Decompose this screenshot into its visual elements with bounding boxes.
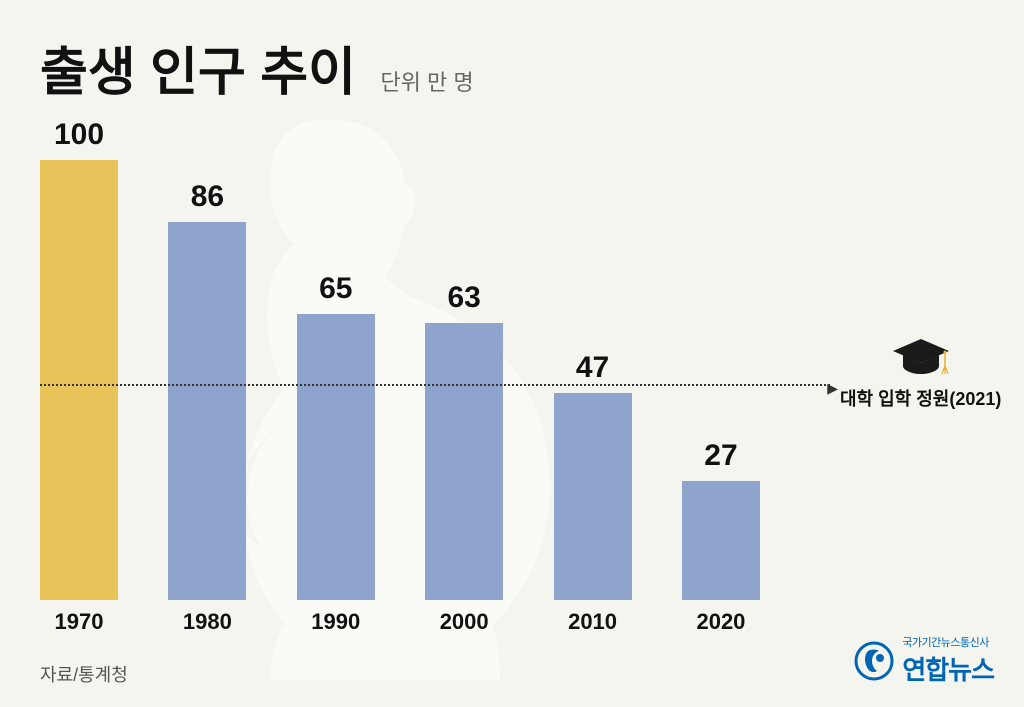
- bar-group: 47: [554, 351, 632, 600]
- bar-value-label: 65: [319, 272, 352, 306]
- x-label: 2000: [425, 609, 503, 635]
- reference-line: ▶: [40, 384, 830, 386]
- bar-group: 27: [682, 439, 760, 600]
- bar-container: 1008665634727: [40, 130, 760, 600]
- bar-value-label: 86: [191, 180, 224, 214]
- bar: [297, 314, 375, 600]
- bar-value-label: 100: [54, 118, 104, 152]
- bar-group: 86: [168, 180, 246, 600]
- logo-name: 연합뉴스: [902, 650, 994, 687]
- x-axis-labels: 1970 1980 1990 2000 2010 2020: [40, 609, 760, 635]
- x-label: 2010: [554, 609, 632, 635]
- x-label: 1990: [297, 609, 375, 635]
- logo-tagline: 국가기간뉴스통신사: [902, 634, 994, 650]
- bar-group: 65: [297, 272, 375, 600]
- bar-value-label: 27: [704, 439, 737, 473]
- arrow-icon: ▶: [827, 380, 838, 397]
- x-label: 2020: [682, 609, 760, 635]
- reference-label: 대학 입학 정원(2021): [840, 385, 1001, 411]
- x-label: 1980: [168, 609, 246, 635]
- reference-annotation: 대학 입학 정원(2021): [840, 336, 1001, 411]
- bar: [168, 222, 246, 600]
- graduation-cap-icon: [891, 336, 951, 376]
- bar: [40, 160, 118, 600]
- bar-value-label: 63: [447, 281, 480, 315]
- source-label: 자료/통계청: [40, 661, 128, 687]
- chart-title: 출생 인구 추이: [40, 30, 356, 105]
- chart-subtitle: 단위 만 명: [380, 65, 473, 97]
- chart-header: 출생 인구 추이 단위 만 명: [40, 30, 474, 105]
- bar-group: 100: [40, 118, 118, 600]
- chart-area: 1008665634727 197019801990200020102020 ▶: [40, 120, 820, 630]
- bar-value-label: 47: [576, 351, 609, 385]
- bar: [425, 323, 503, 600]
- bar: [554, 393, 632, 600]
- yonhap-logo-icon: [854, 641, 894, 681]
- bar-group: 63: [425, 281, 503, 600]
- x-label: 1970: [40, 609, 118, 635]
- news-logo: 국가기간뉴스통신사 연합뉴스: [854, 634, 994, 687]
- bar: [682, 481, 760, 600]
